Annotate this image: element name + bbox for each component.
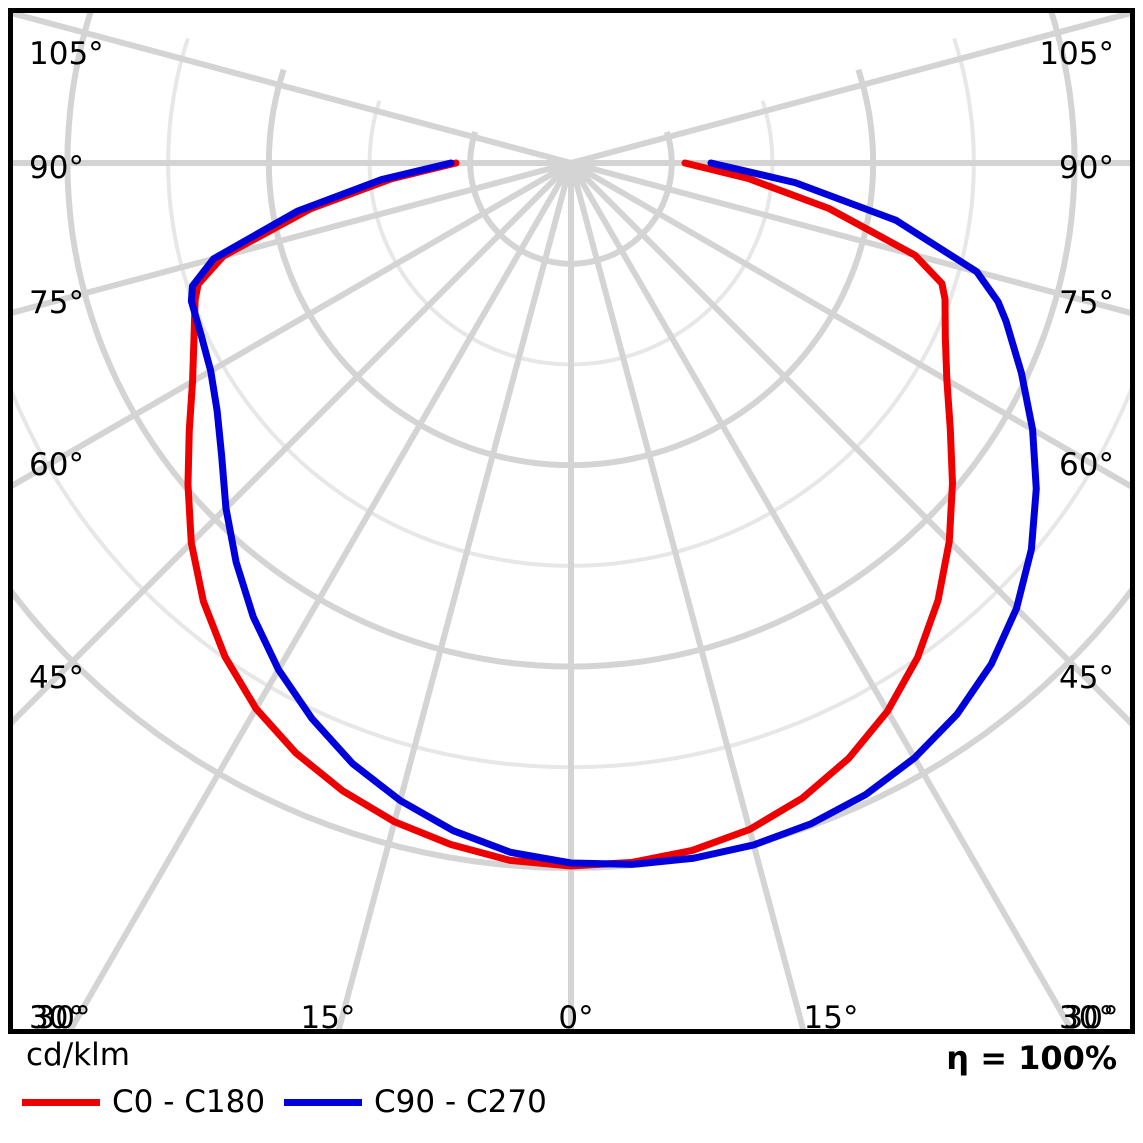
grid-spoke	[13, 160, 572, 316]
unit-label: cd/klm	[26, 1037, 130, 1073]
legend-label-c0-c180: C0 - C180	[112, 1084, 266, 1120]
grid-spoke	[570, 160, 1130, 316]
polar-grid	[13, 13, 1130, 1029]
angle-label-right-105: 105°	[1039, 36, 1114, 72]
legend-item-c0-c180[interactable]: C0 - C180	[22, 1087, 265, 1118]
angle-label-right-60: 60°	[1059, 447, 1114, 483]
legend-item-c90-c270[interactable]: C90 - C270	[284, 1087, 547, 1118]
angle-label-bottom-30-right: 30°	[1063, 1000, 1119, 1034]
angle-label-left-75: 75°	[29, 285, 84, 321]
polar-plot-frame: 105° 90° 75° 60° 45° 30° 105° 90° 75° 60…	[8, 8, 1135, 1034]
legend-color-swatch-c0-c180	[22, 1099, 100, 1106]
angle-label-left-45: 45°	[29, 660, 84, 696]
angle-label-right-75: 75°	[1059, 285, 1114, 321]
angle-label-bottom-15-left: 15°	[300, 1000, 356, 1034]
angle-label-left-90: 90°	[29, 150, 84, 186]
grid-spoke	[568, 160, 1130, 727]
grid-spoke	[13, 160, 573, 489]
angle-label-right-90: 90°	[1059, 150, 1114, 186]
polar-grid-and-curves	[13, 13, 1130, 1029]
legend-color-swatch-c90-c270	[284, 1099, 362, 1106]
grid-spoke	[568, 162, 807, 1029]
grid-spoke	[569, 160, 1130, 490]
angle-label-right-45: 45°	[1059, 660, 1114, 696]
curve-c90-c270	[187, 159, 1040, 868]
angle-label-left-60: 60°	[29, 447, 84, 483]
grid-spoke	[335, 162, 574, 1029]
angle-label-bottom-0: 0°	[558, 1000, 594, 1034]
grid-spoke	[13, 13, 572, 166]
angle-label-left-30: 30°	[29, 1000, 84, 1034]
efficiency-label: η = 100%	[946, 1039, 1117, 1077]
distribution-curves	[184, 159, 1040, 870]
angle-label-left-105: 105°	[29, 36, 104, 72]
legend: cd/klm η = 100% C0 - C180 C90 - C270	[8, 1040, 1135, 1135]
grid-spoke	[67, 161, 574, 1029]
legend-label-c90-c270: C90 - C270	[374, 1084, 547, 1120]
grid-spoke	[13, 160, 574, 726]
angle-label-bottom-15-right: 15°	[803, 1000, 859, 1034]
grid-spoke	[570, 13, 1130, 166]
angle-label-bottom-30-left: 30°	[35, 1000, 91, 1034]
angle-label-right-30: 30°	[1059, 1000, 1114, 1034]
grid-spoke	[568, 161, 1075, 1029]
